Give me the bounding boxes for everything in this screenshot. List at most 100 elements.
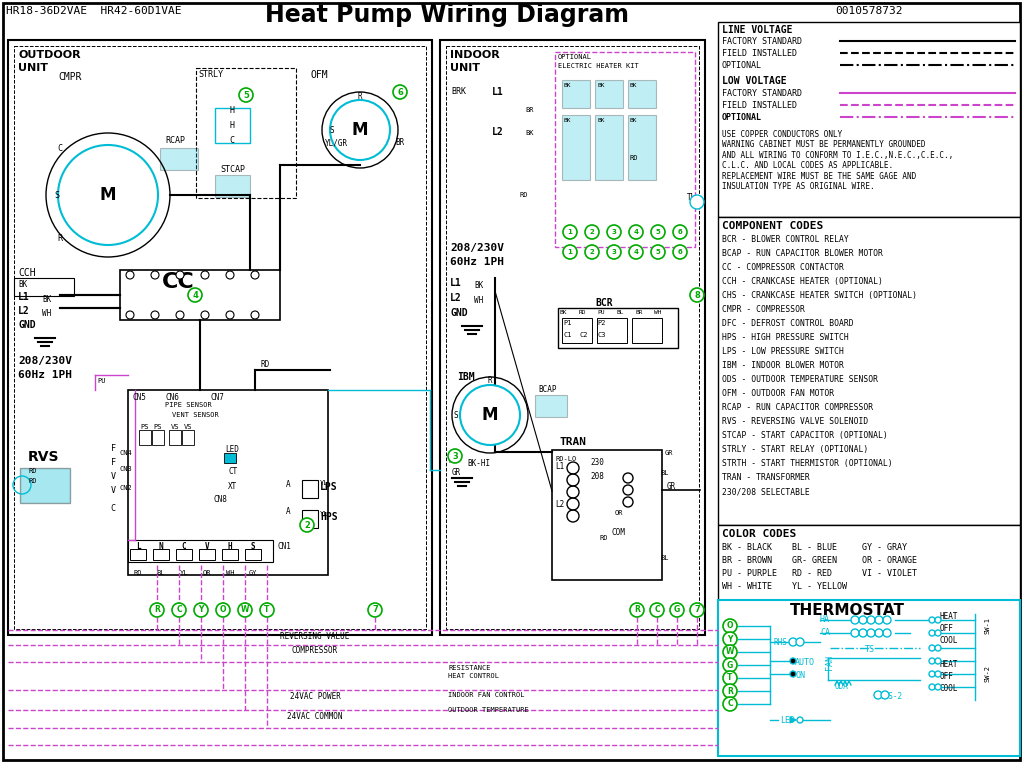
- Text: R: R: [488, 375, 492, 385]
- Circle shape: [201, 311, 209, 319]
- Circle shape: [151, 271, 159, 279]
- Text: C3: C3: [597, 332, 606, 338]
- Text: LPS - LOW PRESSURE SWITCH: LPS - LOW PRESSURE SWITCH: [722, 347, 844, 356]
- Bar: [555, 52, 695, 247]
- Circle shape: [723, 671, 737, 685]
- Text: BK: BK: [597, 83, 605, 88]
- Text: 5: 5: [656, 249, 661, 255]
- Text: 2: 2: [304, 520, 310, 530]
- Text: 3: 3: [612, 229, 617, 235]
- Text: T: T: [727, 674, 732, 682]
- Bar: [130, 549, 146, 560]
- Text: CMPR - COMPRESSOR: CMPR - COMPRESSOR: [722, 305, 805, 314]
- Text: BK: BK: [42, 295, 51, 304]
- Text: FACTORY STANDARD: FACTORY STANDARD: [722, 89, 802, 98]
- Text: CN1: CN1: [277, 542, 291, 551]
- Circle shape: [126, 311, 134, 319]
- Text: C1: C1: [563, 332, 572, 338]
- Text: P2: P2: [597, 320, 606, 326]
- Text: IBM: IBM: [457, 372, 475, 382]
- Text: S: S: [453, 410, 458, 420]
- Bar: [169, 430, 181, 445]
- Text: L1: L1: [450, 278, 461, 288]
- Text: C: C: [654, 606, 660, 614]
- Text: YL: YL: [320, 511, 328, 517]
- Bar: [152, 430, 164, 445]
- Text: STRLY - START RELAY (OPTIONAL): STRLY - START RELAY (OPTIONAL): [722, 445, 869, 454]
- Text: C: C: [110, 504, 116, 513]
- Text: PU: PU: [597, 310, 605, 315]
- Circle shape: [368, 603, 382, 617]
- Circle shape: [670, 603, 684, 617]
- Text: YL/GR: YL/GR: [325, 138, 348, 147]
- Circle shape: [935, 684, 941, 690]
- Circle shape: [188, 288, 202, 302]
- Circle shape: [723, 697, 737, 711]
- Text: 24VAC COMMON: 24VAC COMMON: [287, 712, 343, 721]
- Bar: [196, 68, 296, 198]
- Text: CC - COMPRESSOR CONTACTOR: CC - COMPRESSOR CONTACTOR: [722, 263, 844, 272]
- Text: RD: RD: [260, 360, 269, 369]
- Text: HEAT CONTROL: HEAT CONTROL: [448, 673, 499, 679]
- Text: FIELD INSTALLED: FIELD INSTALLED: [722, 101, 797, 110]
- Circle shape: [929, 630, 935, 636]
- Text: M: M: [352, 121, 368, 139]
- Text: L2: L2: [450, 293, 461, 303]
- Bar: [632, 318, 662, 343]
- Text: L1: L1: [492, 87, 503, 97]
- Text: BCR - BLOWER CONTROL RELAY: BCR - BLOWER CONTROL RELAY: [722, 235, 849, 244]
- Text: L2: L2: [18, 306, 30, 316]
- Bar: [215, 175, 250, 197]
- Text: 3: 3: [612, 249, 617, 255]
- Text: 3: 3: [452, 452, 458, 461]
- Circle shape: [790, 658, 796, 664]
- Circle shape: [260, 603, 274, 617]
- Bar: [8, 40, 432, 635]
- Text: T: T: [264, 606, 270, 614]
- Bar: [153, 549, 169, 560]
- Bar: [562, 115, 590, 180]
- Text: OPTIONAL: OPTIONAL: [722, 61, 762, 70]
- Text: PS: PS: [141, 424, 149, 430]
- Circle shape: [650, 603, 664, 617]
- Text: 0010578732: 0010578732: [835, 6, 902, 16]
- Text: BRK: BRK: [451, 87, 466, 96]
- Text: OR: OR: [203, 570, 212, 576]
- Text: M: M: [482, 406, 498, 424]
- Bar: [224, 453, 236, 463]
- Bar: [562, 318, 592, 343]
- Text: BK - BLACK    BL - BLUE     GY - GRAY: BK - BLACK BL - BLUE GY - GRAY: [722, 543, 907, 552]
- Bar: [440, 40, 705, 635]
- Text: BK: BK: [630, 83, 637, 88]
- Circle shape: [789, 638, 797, 646]
- Text: S: S: [251, 542, 256, 551]
- Text: CA: CA: [820, 628, 830, 637]
- Text: HPS - HIGH PRESSURE SWITCH: HPS - HIGH PRESSURE SWITCH: [722, 333, 849, 342]
- Text: BK: BK: [525, 130, 534, 136]
- Circle shape: [58, 145, 158, 245]
- Circle shape: [239, 88, 253, 102]
- Circle shape: [935, 658, 941, 664]
- Text: OPTIONAL: OPTIONAL: [722, 113, 762, 122]
- Text: VS: VS: [171, 424, 179, 430]
- Bar: [595, 115, 623, 180]
- Circle shape: [150, 603, 164, 617]
- Text: THERMOSTAT: THERMOSTAT: [790, 603, 905, 618]
- Bar: [595, 80, 623, 108]
- Text: GND: GND: [18, 320, 36, 330]
- Bar: [552, 450, 662, 580]
- Text: SW-1: SW-1: [985, 617, 991, 634]
- Circle shape: [563, 245, 577, 259]
- Text: RHS-1: RHS-1: [773, 638, 796, 647]
- Text: N: N: [159, 542, 164, 551]
- Text: 6: 6: [677, 249, 682, 255]
- Circle shape: [723, 619, 737, 633]
- Text: OUTDOOR: OUTDOOR: [18, 50, 81, 60]
- Text: GND: GND: [450, 308, 468, 318]
- Text: CN8: CN8: [213, 495, 227, 504]
- Text: 6: 6: [677, 229, 682, 235]
- Text: RHS-2: RHS-2: [880, 692, 903, 701]
- Text: OPTIONAL: OPTIONAL: [558, 54, 592, 60]
- Text: 4: 4: [633, 249, 638, 255]
- Text: 208/230V: 208/230V: [18, 356, 72, 366]
